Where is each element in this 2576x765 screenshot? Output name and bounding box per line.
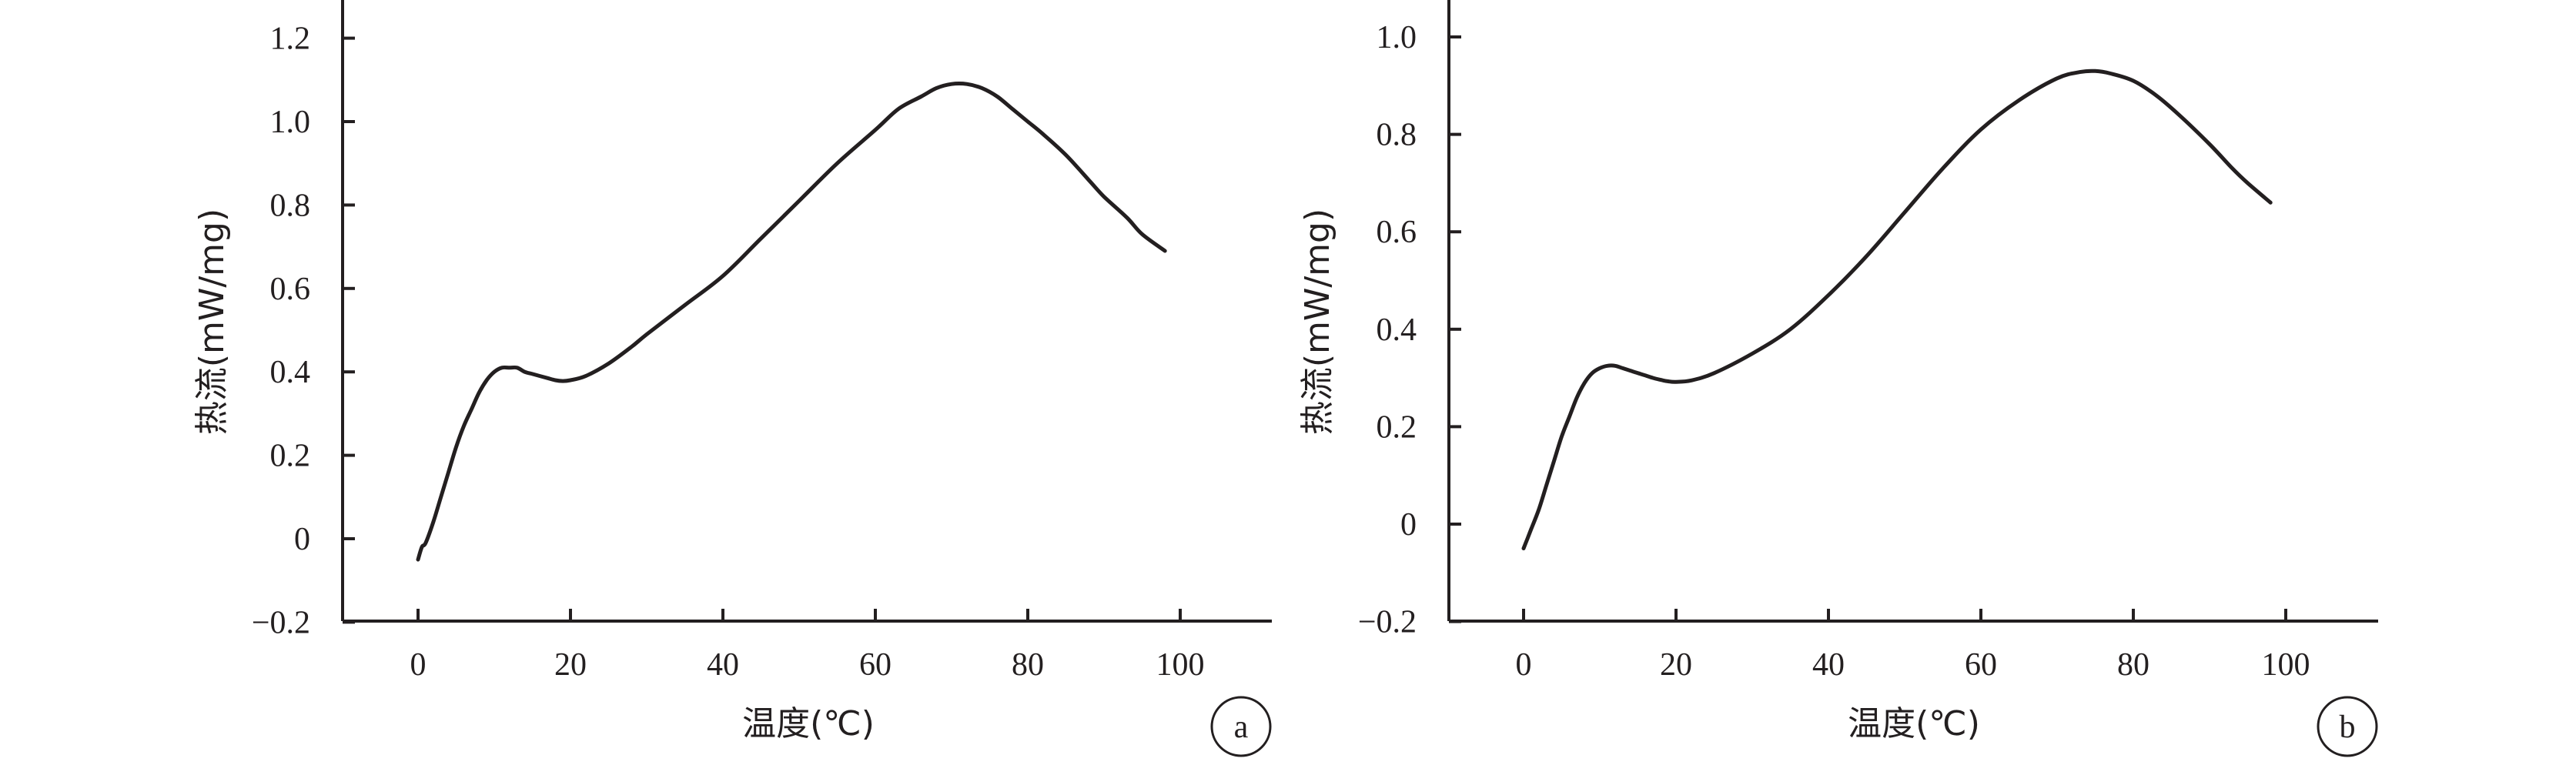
x-tick-label: 60: [1965, 647, 1997, 683]
chart-panel-a: −0.2 0 0.2 0.4 0.6 0.8 1.0 1.2 0 20 40 60 80 100 温度(℃)…: [192, 0, 1272, 757]
x-tick-label: 100: [1156, 647, 1205, 683]
x-tick-label: 0: [410, 647, 427, 683]
x-tick-label: 80: [2117, 647, 2149, 683]
y-tick-label: 0.2: [270, 439, 311, 474]
x-tick-label: 60: [859, 647, 892, 683]
y-tick-label: 0: [294, 522, 310, 557]
y-axis-title: 热流(mW/mg): [1298, 209, 1337, 435]
y-tick-label: 0.4: [270, 355, 311, 390]
y-tick-label: 0.8: [270, 188, 311, 223]
y-tick-label: 0: [1400, 507, 1417, 543]
y-tick-label: 0.8: [1377, 118, 1417, 153]
y-tick-label: 1.2: [270, 22, 311, 57]
series-line: [416, 82, 1167, 562]
y-tick-label: 0.4: [1377, 312, 1417, 348]
y-axis-title: 热流(mW/mg): [192, 209, 232, 435]
y-tick-label: 0.2: [1377, 409, 1417, 445]
y-tick-label: 1.0: [270, 105, 311, 140]
panel-label-circle: [1210, 696, 1272, 757]
x-tick-label: 20: [1660, 647, 1692, 683]
x-tick-label: 100: [2262, 647, 2310, 683]
chart-panel-b: −0.2 0 0.2 0.4 0.6 0.8 1.0 0 20 40 60 80 100 温度(℃) 热流(…: [1298, 0, 2378, 757]
x-tick-label: 0: [1516, 647, 1532, 683]
panel-label-circle: [2317, 696, 2378, 757]
y-tick-label: −0.2: [252, 605, 310, 640]
y-tick-label: 0.6: [1377, 215, 1417, 250]
x-tick-label: 40: [707, 647, 739, 683]
x-axis-title: 温度(℃): [742, 704, 875, 743]
x-tick-label: 40: [1812, 647, 1845, 683]
panel-label: b: [2340, 710, 2356, 745]
panel-label: a: [1234, 710, 1249, 745]
series-line: [1521, 68, 2273, 551]
y-tick-label: −0.2: [1358, 605, 1417, 640]
y-tick-label: 0.6: [270, 272, 311, 307]
x-tick-label: 80: [1012, 647, 1044, 683]
x-axis-title: 温度(℃): [1848, 704, 1980, 743]
x-tick-label: 20: [554, 647, 587, 683]
y-tick-label: 1.0: [1377, 20, 1417, 55]
